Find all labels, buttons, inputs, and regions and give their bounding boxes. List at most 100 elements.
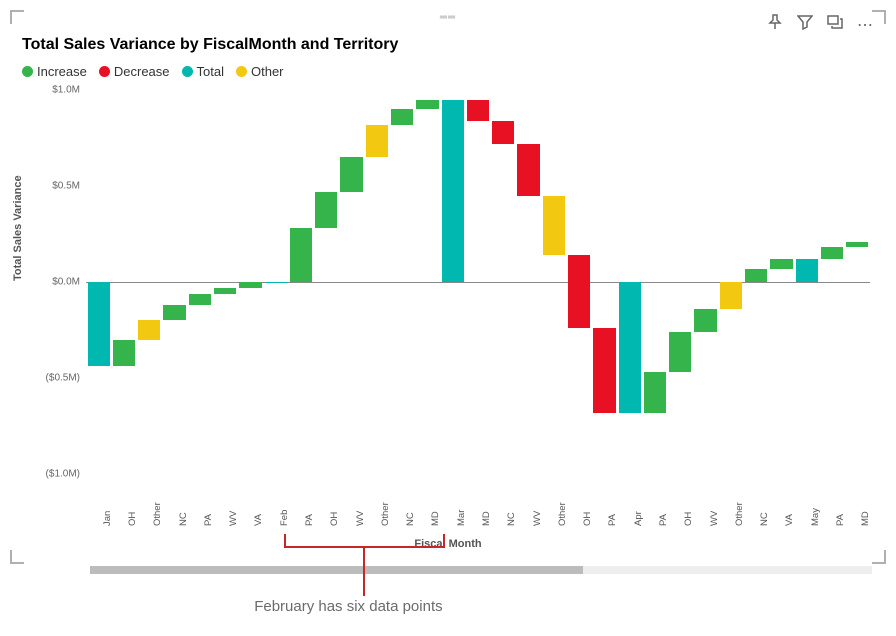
waterfall-bar[interactable] [619, 282, 641, 413]
waterfall-bar[interactable] [669, 332, 691, 372]
waterfall-bar[interactable] [113, 340, 135, 367]
waterfall-bar[interactable] [340, 157, 362, 192]
chart-card: ══ ⋯ Total Sales Variance by FiscalMonth… [8, 8, 888, 566]
waterfall-bar[interactable] [694, 309, 716, 332]
x-tick-label: OH [127, 512, 138, 526]
legend-swatch [22, 66, 33, 77]
x-tick-label: NC [506, 512, 517, 526]
x-tick-label: Mar [456, 510, 467, 526]
y-axis-ticks: $1.0M$0.5M$0.0M($0.5M)($1.0M) [40, 90, 80, 474]
x-tick-label: VA [784, 514, 795, 526]
y-tick-label: $0.5M [52, 181, 80, 192]
x-tick-label: WV [355, 511, 366, 526]
waterfall-bar[interactable] [467, 100, 489, 121]
x-tick-label: Apr [633, 511, 644, 526]
filter-icon[interactable] [797, 14, 813, 35]
resize-handle-bl[interactable] [10, 550, 24, 564]
legend-label: Total [197, 64, 224, 79]
waterfall-bar[interactable] [290, 228, 312, 282]
y-tick-label: $1.0M [52, 85, 80, 96]
x-tick-label: NC [405, 512, 416, 526]
x-tick-label: PA [607, 514, 618, 526]
x-tick-label: May [810, 508, 821, 526]
legend-label: Decrease [114, 64, 170, 79]
waterfall-bar[interactable] [315, 192, 337, 228]
x-tick-label: WV [532, 511, 543, 526]
x-tick-label: OH [582, 512, 593, 526]
legend-swatch [182, 66, 193, 77]
x-tick-label: Other [734, 502, 745, 526]
waterfall-bar[interactable] [543, 196, 565, 256]
waterfall-bar[interactable] [644, 372, 666, 412]
chart-area: Total Sales Variance $1.0M$0.5M$0.0M($0.… [22, 90, 874, 552]
drag-grip-icon[interactable]: ══ [436, 12, 460, 16]
more-options-icon[interactable]: ⋯ [857, 15, 874, 35]
x-tick-label: Other [380, 502, 391, 526]
legend-item[interactable]: Total [182, 64, 224, 79]
waterfall-bar[interactable] [770, 259, 792, 269]
waterfall-bar[interactable] [239, 282, 261, 288]
waterfall-bar[interactable] [265, 282, 287, 283]
waterfall-bar[interactable] [391, 109, 413, 124]
resize-handle-br[interactable] [872, 550, 886, 564]
legend-item[interactable]: Other [236, 64, 284, 79]
zero-line [86, 282, 870, 283]
x-tick-label: Feb [279, 510, 290, 526]
x-tick-label: Jan [102, 511, 113, 526]
waterfall-bar[interactable] [492, 121, 514, 144]
waterfall-bar[interactable] [163, 305, 185, 320]
x-axis-labels: Jan OH Other NC PA WV VA Feb PA OH WV Other NC MD Mar M… [86, 482, 870, 534]
waterfall-bar[interactable] [189, 294, 211, 306]
resize-handle-tr[interactable] [872, 10, 886, 24]
x-tick-label: OH [683, 512, 694, 526]
x-tick-label: NC [178, 512, 189, 526]
x-tick-label: WV [709, 511, 720, 526]
legend-label: Other [251, 64, 284, 79]
waterfall-bar[interactable] [821, 247, 843, 259]
x-tick-label: PA [203, 514, 214, 526]
waterfall-bar[interactable] [568, 255, 590, 328]
waterfall-bar[interactable] [846, 242, 868, 248]
waterfall-bar[interactable] [745, 269, 767, 282]
x-tick-label: PA [304, 514, 315, 526]
x-tick-label: Other [152, 502, 163, 526]
scrollbar-thumb[interactable] [90, 566, 583, 574]
plot-region[interactable] [86, 90, 870, 474]
horizontal-scrollbar[interactable] [90, 566, 872, 574]
legend-swatch [99, 66, 110, 77]
waterfall-bar[interactable] [366, 125, 388, 158]
visual-toolbar: ⋯ [767, 14, 874, 35]
x-tick-label: MD [430, 511, 441, 526]
x-tick-label: NC [759, 512, 770, 526]
y-tick-label: $0.0M [52, 277, 80, 288]
x-tick-label: OH [329, 512, 340, 526]
focus-mode-icon[interactable] [827, 14, 843, 35]
x-tick-label: MD [860, 511, 871, 526]
waterfall-bar[interactable] [138, 320, 160, 339]
legend-swatch [236, 66, 247, 77]
waterfall-bar[interactable] [720, 282, 742, 309]
legend-label: Increase [37, 64, 87, 79]
x-tick-label: PA [835, 514, 846, 526]
annotation-bracket [284, 534, 445, 548]
legend-item[interactable]: Decrease [99, 64, 170, 79]
x-tick-label: PA [658, 514, 669, 526]
y-axis-label: Total Sales Variance [12, 175, 24, 281]
x-tick-label: MD [481, 511, 492, 526]
resize-handle-tl[interactable] [10, 10, 24, 24]
waterfall-bar[interactable] [88, 282, 110, 366]
waterfall-bar[interactable] [796, 259, 818, 282]
waterfall-bar[interactable] [442, 100, 464, 282]
x-tick-label: Other [557, 502, 568, 526]
waterfall-bar[interactable] [416, 100, 438, 110]
annotation-text: February has six data points [254, 598, 442, 615]
waterfall-bar[interactable] [517, 144, 539, 196]
waterfall-bar[interactable] [214, 288, 236, 294]
pin-icon[interactable] [767, 14, 783, 35]
y-tick-label: ($1.0M) [46, 469, 80, 480]
waterfall-bar[interactable] [593, 328, 615, 412]
y-tick-label: ($0.5M) [46, 373, 80, 384]
chart-title: Total Sales Variance by FiscalMonth and … [22, 36, 398, 54]
x-tick-label: WV [228, 511, 239, 526]
legend-item[interactable]: Increase [22, 64, 87, 79]
